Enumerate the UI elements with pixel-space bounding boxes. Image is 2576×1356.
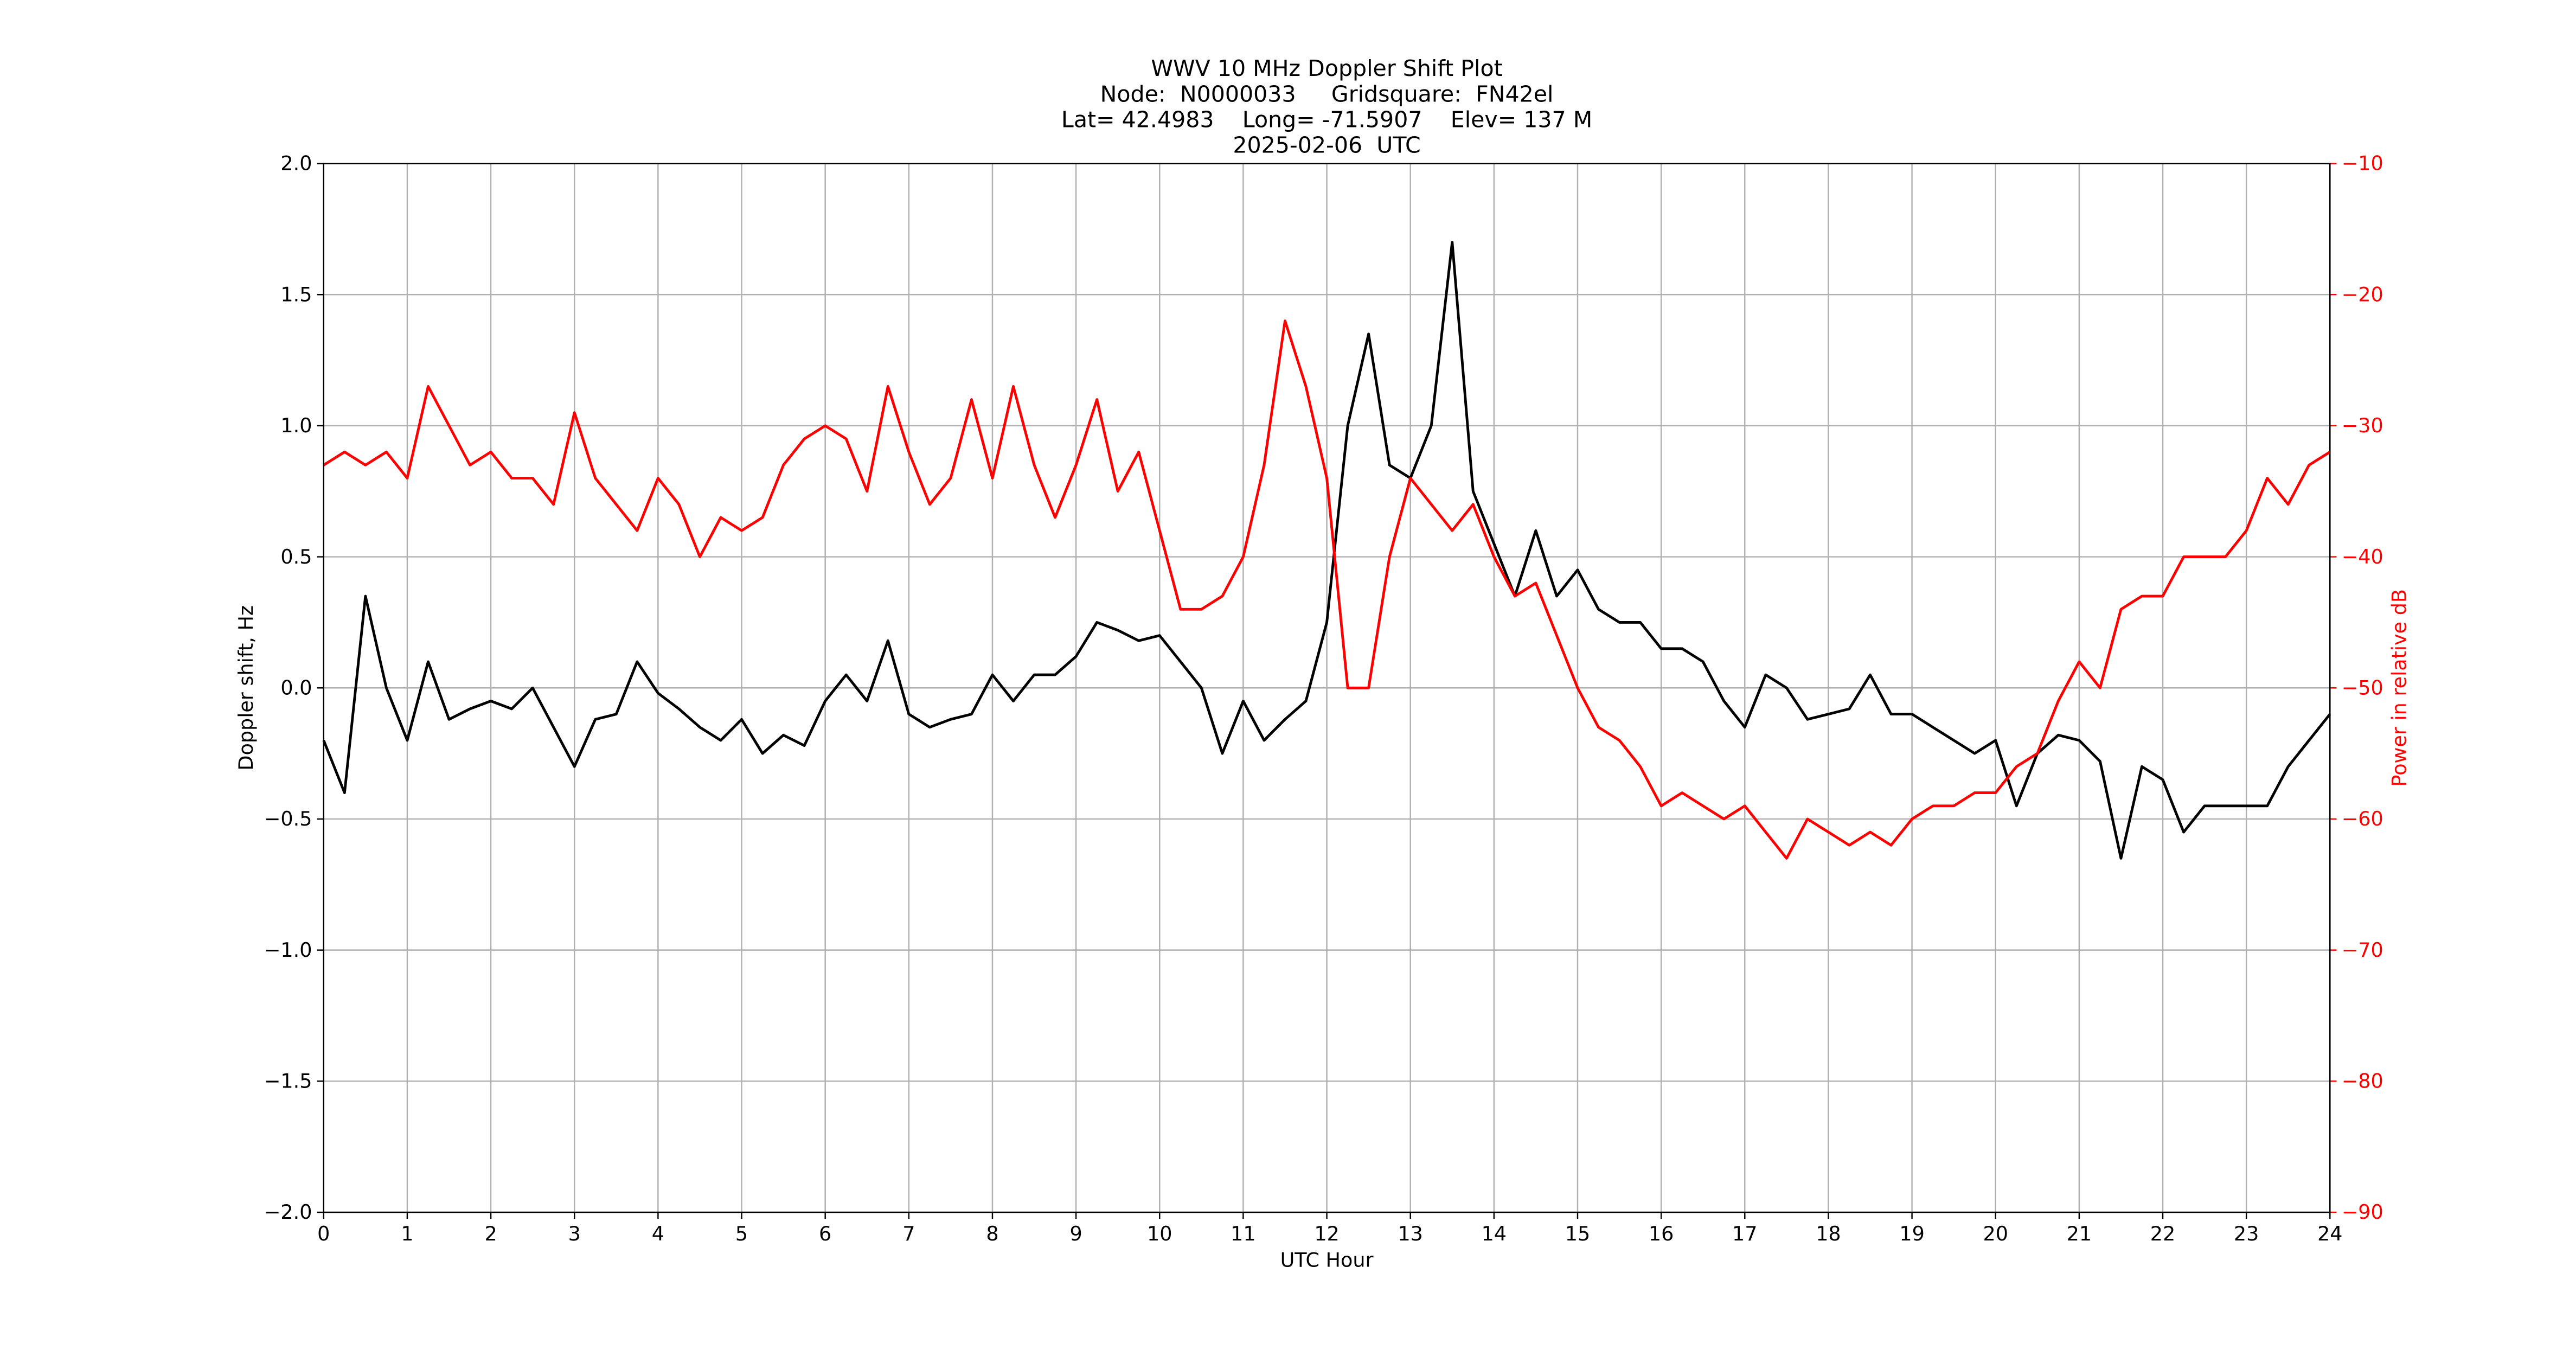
chart-title: 2025-02-06 UTC [1233, 132, 1420, 158]
x-tick-label: 8 [986, 1222, 998, 1245]
y2-tick-label: −20 [2342, 283, 2383, 306]
x-tick-label: 15 [1565, 1222, 1590, 1245]
x-tick-label: 3 [568, 1222, 581, 1245]
x-tick-label: 20 [1983, 1222, 2008, 1245]
chart-title: Node: N0000033 Gridsquare: FN42el [1100, 81, 1554, 107]
y2-tick-label: −70 [2342, 938, 2383, 962]
y-axis-label: Doppler shift, Hz [234, 605, 258, 771]
x-tick-label: 13 [1398, 1222, 1422, 1245]
y-tick-label: −2.0 [264, 1200, 312, 1224]
x-tick-label: 24 [2317, 1222, 2342, 1245]
data-line [322, 241, 2331, 860]
y-tick-label: −1.0 [264, 938, 312, 962]
x-tick-label: 0 [317, 1222, 330, 1245]
y-tick-label: 0.5 [280, 545, 312, 568]
y2-tick-label: −40 [2342, 545, 2383, 568]
y2-tick-label: −80 [2342, 1070, 2383, 1093]
y-tick-label: 1.0 [280, 414, 312, 437]
y2-tick-label: −90 [2342, 1200, 2383, 1224]
y-tick-label: 0.0 [280, 676, 312, 699]
y-tick-label: 1.5 [280, 283, 312, 306]
x-tick-label: 5 [735, 1222, 748, 1245]
x-tick-label: 11 [1231, 1222, 1255, 1245]
y2-tick-label: −60 [2342, 807, 2383, 830]
y-tick-label: 2.0 [280, 152, 312, 175]
x-tick-label: 19 [1899, 1222, 1924, 1245]
x-tick-label: 6 [819, 1222, 831, 1245]
x-tick-label: 4 [652, 1222, 664, 1245]
x-tick-label: 18 [1816, 1222, 1841, 1245]
y2-axis-label: Power in relative dB [2387, 589, 2411, 786]
x-tick-label: 22 [2150, 1222, 2175, 1245]
chart-title: WWV 10 MHz Doppler Shift Plot [1151, 55, 1502, 81]
x-tick-label: 17 [1732, 1222, 1757, 1245]
chart-title: Lat= 42.4983 Long= -71.5907 Elev= 137 M [1061, 107, 1592, 133]
x-tick-label: 1 [401, 1222, 413, 1245]
y2-tick-label: −50 [2342, 676, 2383, 699]
x-tick-label: 12 [1314, 1222, 1339, 1245]
x-tick-label: 7 [902, 1222, 915, 1245]
x-tick-label: 9 [1069, 1222, 1082, 1245]
x-axis-label: UTC Hour [1280, 1248, 1374, 1271]
x-tick-label: 2 [484, 1222, 497, 1245]
y-tick-label: −0.5 [264, 807, 312, 830]
data-line [323, 319, 2331, 860]
grid [323, 163, 2331, 1213]
lines [322, 241, 2331, 860]
x-tick-label: 14 [1482, 1222, 1507, 1245]
x-tick-label: 16 [1649, 1222, 1674, 1245]
y-tick-label: −1.5 [264, 1070, 312, 1093]
x-tick-label: 10 [1147, 1222, 1172, 1245]
y2-tick-label: −30 [2342, 414, 2383, 437]
x-tick-label: 21 [2067, 1222, 2092, 1245]
x-tick-label: 23 [2234, 1222, 2259, 1245]
y2-tick-label: −10 [2342, 152, 2383, 175]
